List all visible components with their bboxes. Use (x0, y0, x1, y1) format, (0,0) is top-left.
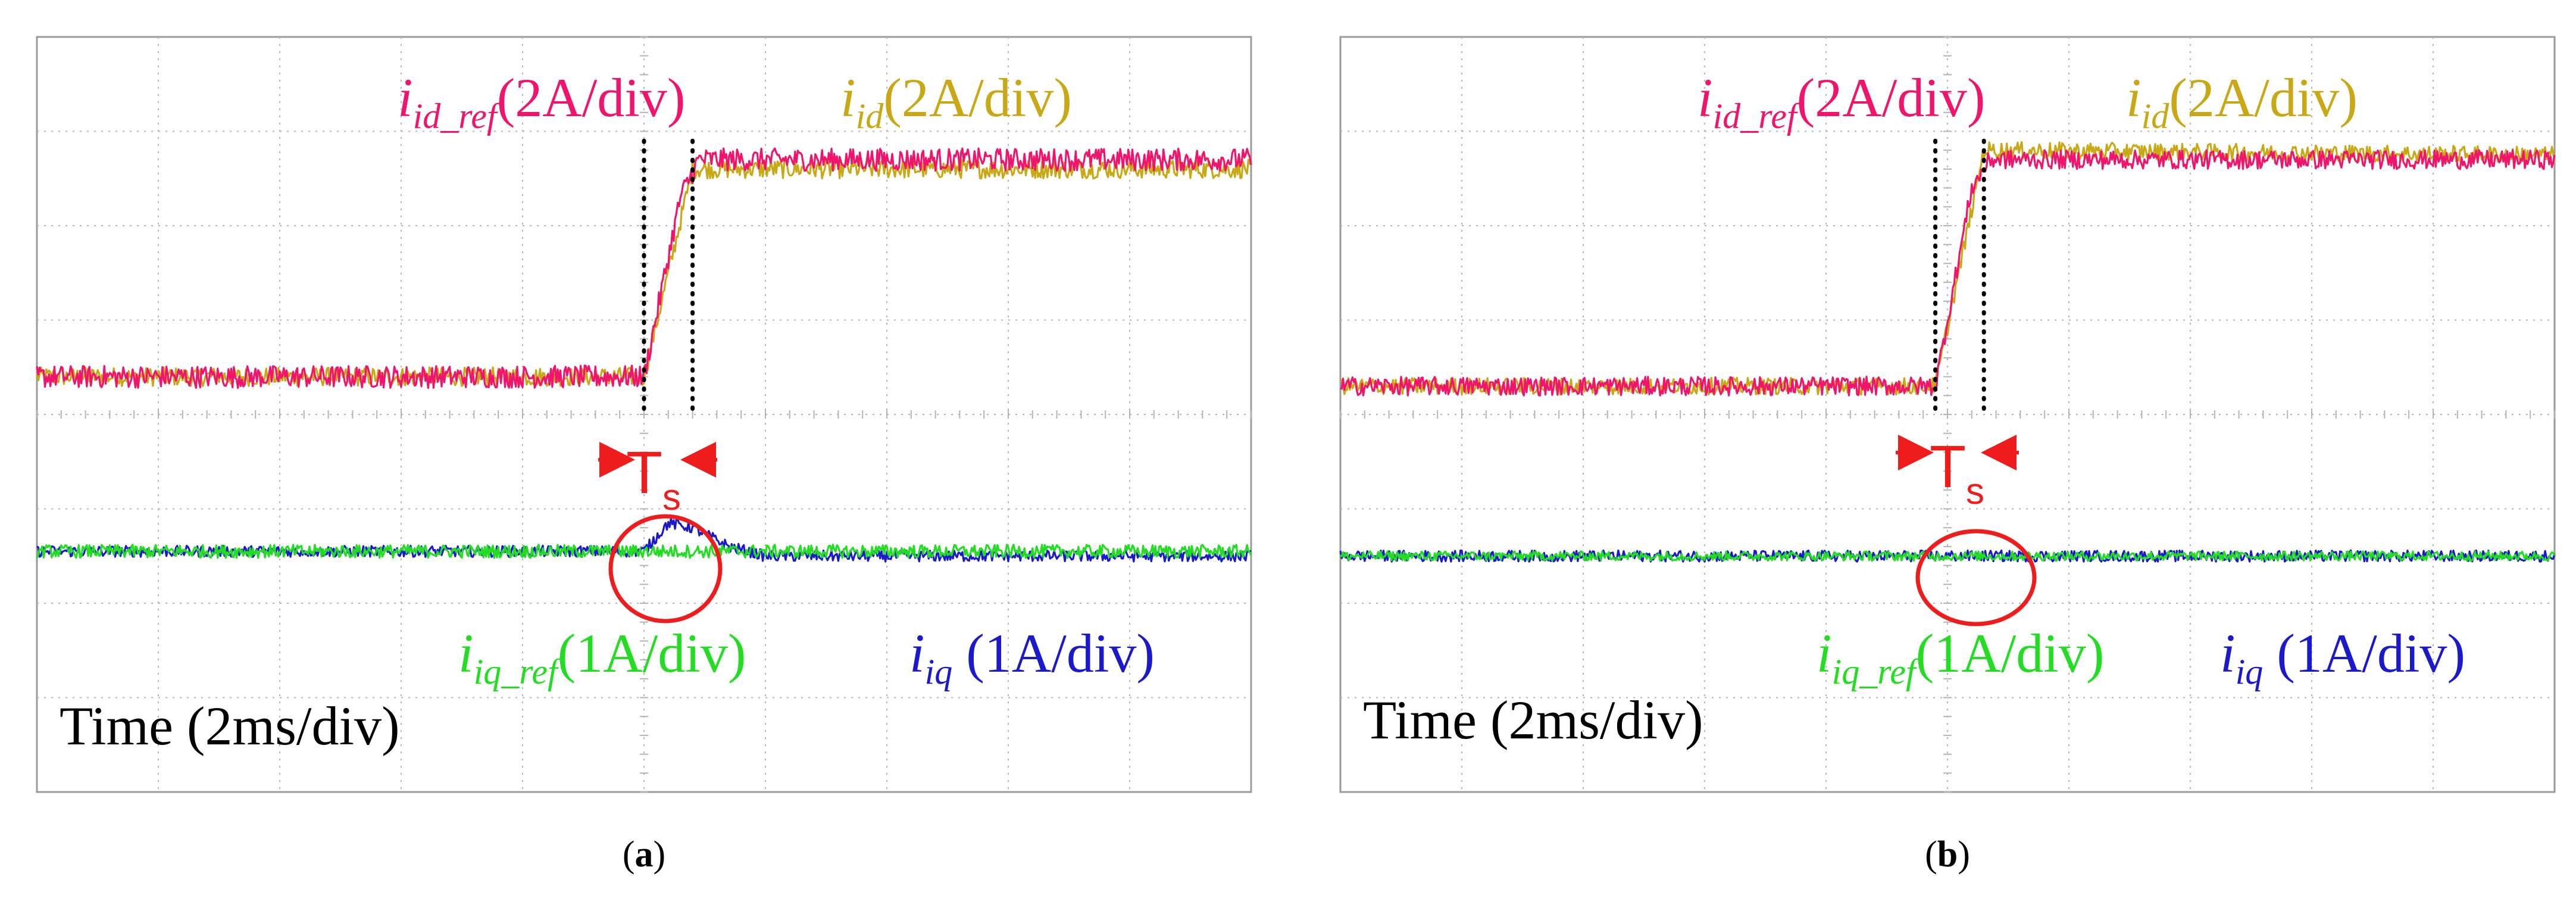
ts-label: Ts (1930, 434, 1984, 512)
transient-circle (608, 514, 723, 623)
trace-iq-ref (36, 544, 1252, 559)
ts-label: Ts (626, 439, 681, 518)
panel-a: iid_ref(2A/div) iid(2A/div) iiq_ref(1A/d… (36, 36, 1252, 875)
label-iq-ref: iiq_ref(1A/div) (458, 623, 746, 691)
transient-circle (1915, 529, 2037, 626)
trace-id (36, 158, 1252, 387)
caption-b: (b) (1925, 834, 1970, 875)
scope-grid (1340, 36, 2555, 793)
time-label: Time (2ms/div) (1363, 690, 1703, 750)
label-iq-ref: iiq_ref(1A/div) (1817, 623, 2105, 691)
label-id: iid(2A/div) (840, 67, 1072, 136)
panel-b: iid_ref(2A/div) iid(2A/div) iiq_ref(1A/d… (1339, 36, 2556, 875)
trace-iq-ref (1340, 550, 2556, 562)
label-iq: iiq (1A/div) (2220, 623, 2465, 691)
caption-a: (a) (623, 834, 665, 875)
time-label: Time (2ms/div) (60, 696, 400, 756)
label-id: iid(2A/div) (2126, 67, 2358, 136)
traces (1339, 141, 2556, 563)
label-iq: iiq (1A/div) (909, 623, 1155, 691)
label-id-ref: iid_ref(2A/div) (398, 67, 686, 136)
ts-marker (642, 138, 695, 417)
label-id-ref: iid_ref(2A/div) (1697, 67, 1986, 136)
trace-iq (36, 517, 1252, 563)
trace-id (1339, 141, 2556, 396)
trace-id-ref (1340, 149, 2556, 397)
ts-marker (1933, 138, 1986, 417)
